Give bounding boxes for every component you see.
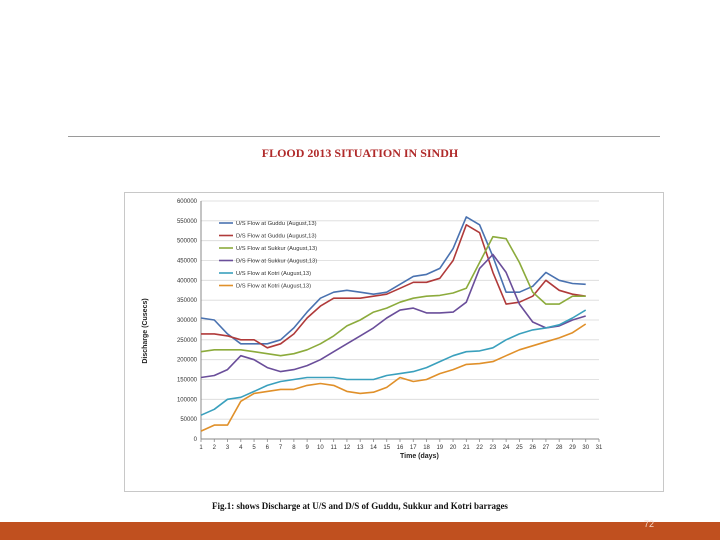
- x-tick-label: 15: [383, 445, 390, 451]
- y-tick-label: 450000: [177, 259, 198, 265]
- x-tick-labels: 1 2 3 4 5 6 7 8 9 10 11 12 13 14 15 16 17 18 19 20 21 22 23 24 2…: [199, 439, 603, 451]
- y-tick-label: 100000: [177, 397, 198, 403]
- x-tick-label: 1: [199, 445, 203, 451]
- x-tick-label: 11: [331, 445, 338, 451]
- y-tick-label: 550000: [177, 219, 198, 225]
- top-divider: [68, 136, 660, 137]
- series-line: [200, 216, 586, 345]
- slide-title: FLOOD 2013 SITUATION IN SINDH: [261, 146, 459, 160]
- y-tick-label: 200000: [177, 358, 198, 364]
- y-axis-label: Discharge (Cusecs): [142, 298, 149, 363]
- x-tick-label: 13: [357, 445, 364, 451]
- legend-label: D/S Flow at Guddu (August,13): [236, 234, 317, 240]
- y-tick-label: 0: [194, 437, 198, 443]
- legend-label: D/S Flow at Kotri (August,13): [236, 284, 311, 290]
- x-tick-label: 8: [292, 445, 296, 451]
- series-layer: [200, 216, 587, 432]
- y-tick-label: 500000: [177, 239, 198, 245]
- legend-label: U/S Flow at Sukkur (August,13): [236, 246, 317, 252]
- x-tick-label: 12: [344, 445, 351, 451]
- page-number: 72: [643, 519, 654, 529]
- y-tick-label: 50000: [180, 417, 197, 423]
- footer-bar: [0, 522, 720, 540]
- x-axis-label: Time (days): [400, 453, 439, 460]
- x-tick-label: 10: [317, 445, 324, 451]
- x-tick-label: 24: [503, 445, 510, 451]
- x-tick-label: 26: [529, 445, 536, 451]
- discharge-line-chart: 0500001000001500002000002500003000003500…: [142, 199, 603, 460]
- x-tick-label: 30: [582, 445, 589, 451]
- x-tick-label: 29: [569, 445, 576, 451]
- y-tick-label: 350000: [177, 298, 198, 304]
- x-tick-label: 27: [543, 445, 550, 451]
- series-line: [200, 235, 586, 357]
- figure-frame: 0 50000 100000 150000 200000 250000 300000 3500…: [124, 192, 664, 492]
- x-tick-label: 25: [516, 445, 523, 451]
- x-tick-label: 17: [410, 445, 417, 451]
- series-line: [201, 223, 586, 349]
- series-line: [200, 309, 587, 416]
- x-tick-label: 20: [450, 445, 457, 451]
- y-tick-label: 400000: [177, 278, 198, 284]
- y-tick-labels: 0 50000 100000 150000 200000 250000 300000 3500…: [177, 199, 198, 443]
- legend-label: D/S Flow at Sukkur (August,13): [236, 259, 317, 265]
- legend-label: U/S Flow at Guddu (August,13): [236, 221, 317, 227]
- figure-caption: Fig.1: shows Discharge at U/S and D/S of…: [212, 501, 508, 511]
- y-tick-label: 300000: [177, 318, 198, 324]
- x-tick-label: 18: [423, 445, 430, 451]
- x-tick-label: 5: [252, 445, 256, 451]
- x-tick-label: 19: [436, 445, 443, 451]
- legend-label: U/S Flow at Kotri (August,13): [236, 271, 311, 277]
- y-tick-label: 600000: [177, 199, 198, 205]
- x-tick-label: 16: [397, 445, 404, 451]
- y-tick-label: 150000: [177, 378, 198, 384]
- legend: U/S Flow at Guddu (August,13) D/S Flow at…: [219, 221, 317, 290]
- x-tick-label: 14: [370, 445, 377, 451]
- x-tick-label: 21: [463, 445, 470, 451]
- x-tick-label: 4: [239, 445, 243, 451]
- x-tick-label: 7: [279, 445, 283, 451]
- x-tick-label: 23: [490, 445, 497, 451]
- x-tick-label: 3: [226, 445, 230, 451]
- x-tick-label: 28: [556, 445, 563, 451]
- x-tick-label: 22: [476, 445, 483, 451]
- x-tick-label: 2: [213, 445, 217, 451]
- x-tick-label: 31: [596, 445, 603, 451]
- series-line: [200, 253, 586, 379]
- y-tick-label: 250000: [177, 338, 198, 344]
- grid-layer: [201, 200, 599, 420]
- x-tick-label: 9: [305, 445, 309, 451]
- x-tick-label: 6: [266, 445, 270, 451]
- series-line: [200, 323, 587, 432]
